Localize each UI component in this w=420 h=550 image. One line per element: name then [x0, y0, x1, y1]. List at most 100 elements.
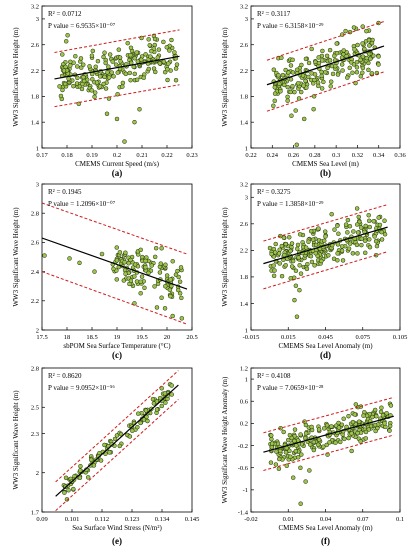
x-tick-label: 0.17 [36, 152, 48, 159]
data-point [134, 50, 139, 55]
x-tick-label: 0.015 [281, 334, 296, 341]
data-point [362, 46, 367, 52]
regression-line [42, 237, 188, 290]
data-point [360, 65, 366, 71]
data-point [297, 232, 303, 237]
y-tick-label: 1.2 [240, 365, 248, 372]
data-point [373, 238, 379, 244]
data-point [167, 287, 173, 293]
data-point [173, 77, 179, 83]
data-point [146, 37, 151, 42]
data-point [360, 41, 365, 46]
data-point [272, 85, 278, 90]
data-point [309, 46, 314, 52]
x-tick-label: 0.04 [320, 516, 332, 523]
regression-line [54, 55, 180, 80]
data-point [316, 60, 322, 66]
y-tick-label: 2.2 [240, 68, 248, 75]
data-point [164, 45, 170, 50]
upper-confidence-line [55, 370, 179, 483]
data-point [169, 383, 174, 388]
data-point [138, 247, 143, 253]
data-point [179, 316, 185, 321]
data-point [156, 47, 162, 52]
data-point [268, 460, 274, 465]
data-point [117, 55, 123, 60]
data-point [269, 251, 274, 257]
data-point [302, 435, 308, 441]
data-point [335, 258, 340, 263]
data-point [295, 246, 300, 252]
data-point [292, 438, 297, 444]
data-point [288, 63, 294, 68]
data-point [89, 53, 95, 58]
data-point [376, 215, 381, 220]
data-point [81, 74, 86, 80]
data-point [319, 86, 325, 91]
data-point [161, 59, 167, 64]
data-point [127, 434, 133, 439]
data-point [120, 80, 126, 86]
data-point [285, 84, 290, 90]
data-point [347, 223, 353, 229]
data-point [350, 251, 356, 256]
data-point [372, 234, 377, 239]
data-point [346, 435, 351, 441]
data-point [311, 106, 316, 112]
y-tick-label: 2.2 [31, 298, 39, 305]
p-value-annotation: P value = 9.0952×10⁻⁵⁶ [48, 384, 115, 392]
data-point [309, 259, 315, 265]
data-point [303, 245, 309, 250]
data-point [122, 260, 127, 265]
x-tick-label: 20 [164, 334, 171, 341]
data-point [173, 66, 179, 71]
data-point [67, 256, 72, 261]
data-point [316, 55, 321, 60]
data-point [293, 448, 299, 454]
data-point [68, 63, 73, 68]
y-tick-label: 2 [36, 470, 39, 477]
data-point [290, 70, 296, 75]
data-point [161, 39, 166, 45]
data-point [379, 229, 384, 235]
data-point [138, 291, 143, 296]
data-point [150, 396, 156, 402]
data-point [341, 48, 346, 53]
data-point [316, 226, 321, 231]
data-point [93, 64, 98, 70]
y-tick-label: 1 [36, 145, 39, 152]
data-point [154, 305, 160, 310]
data-point [101, 81, 106, 87]
x-tick-label: 0.123 [125, 516, 140, 523]
data-point [142, 285, 147, 291]
data-point [116, 47, 122, 52]
data-point [272, 268, 277, 273]
plot-area [54, 29, 180, 144]
data-point [166, 61, 171, 66]
data-point [115, 70, 120, 75]
data-point [324, 442, 329, 448]
chart-panel-5: 0.09 0.101 0.112 0.123 0.134 0.145 1.7 2 2.3 2.5 2… [12, 365, 199, 546]
data-point [363, 223, 368, 229]
data-point [296, 80, 301, 86]
data-point [152, 36, 158, 42]
data-point [289, 241, 295, 246]
data-point [168, 293, 173, 299]
data-point [309, 424, 314, 430]
data-point [159, 403, 165, 409]
data-point [298, 432, 303, 437]
data-point [68, 59, 73, 65]
data-point [151, 401, 157, 406]
x-tick-label: -0.02 [244, 516, 258, 523]
lower-confidence-line [263, 434, 394, 471]
data-point [170, 313, 175, 319]
x-axis-label: CMEMS Sea Level Anomaly (m) [278, 342, 373, 350]
data-point [323, 234, 328, 239]
data-point [283, 241, 289, 247]
data-point [321, 238, 327, 243]
data-point [374, 243, 380, 249]
data-point [333, 63, 338, 69]
data-point [114, 433, 120, 438]
data-point [366, 212, 371, 218]
data-point [292, 297, 297, 303]
